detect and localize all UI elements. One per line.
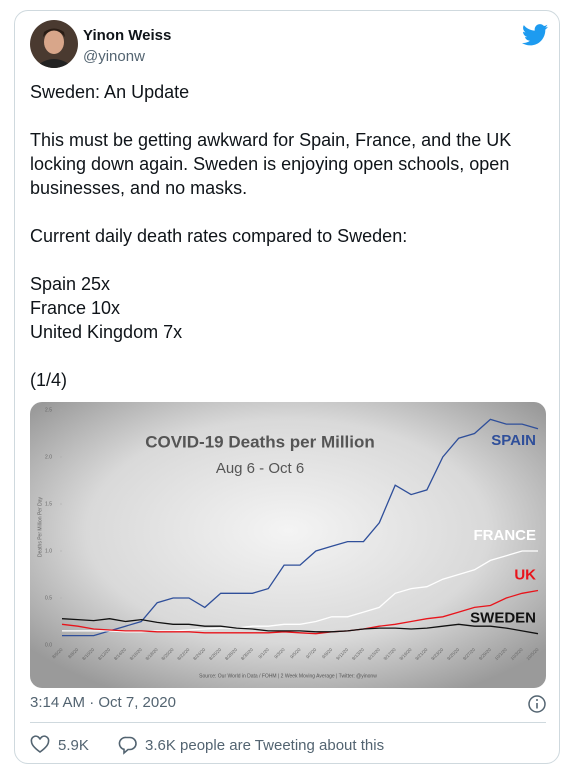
y-tick-label: 0.0 [45,642,52,648]
like-count[interactable]: 5.9K [58,737,89,754]
series-line [61,618,539,635]
y-tick-label: 1.5 [45,501,52,507]
timestamp[interactable]: 3:14 AM · Oct 7, 2020 [30,694,176,711]
text-line: Current daily death rates compared to Sw… [30,226,408,246]
chart-subtitle: Aug 6 - Oct 6 [216,460,304,477]
text-block: Sweden: An Update [30,80,550,104]
y-tick-label: 1.0 [45,548,52,554]
series-label: SWEDEN [470,610,536,627]
y-tick-label: 2.0 [45,454,52,460]
text-line: France 10x [30,298,121,318]
chart-image[interactable]: COVID-19 Deaths per Million Aug 6 - Oct … [30,402,546,688]
tweet-text: Sweden: An Update This must be getting aw… [30,80,550,416]
y-axis-label: Deaths Per Million Per Day [37,496,43,557]
text-block: (1/4) [30,368,550,392]
like-icon[interactable] [30,735,50,755]
text-line: This must be getting awkward for Spain, … [30,130,512,198]
series-line [62,550,538,633]
series-line [62,418,539,637]
series-label: UK [514,566,536,583]
author-name[interactable]: Yinon Weiss [83,27,172,44]
series-label: SPAIN [491,432,536,449]
chart-title: COVID-19 Deaths per Million [145,432,375,451]
divider [30,722,546,723]
chart-background [30,402,546,688]
y-tick-label: 0.5 [45,595,52,601]
author-handle[interactable]: @yinonw [83,48,145,65]
tweet-card [14,10,560,764]
info-icon[interactable] [527,694,547,714]
text-block: This must be getting awkward for Spain, … [30,128,550,200]
avatar[interactable] [30,20,78,68]
text-block: Spain 25x France 10x United Kingdom 7x [30,272,550,344]
conversation-link[interactable]: 3.6K people are Tweeting about this [145,737,385,754]
twitter-logo[interactable] [522,24,548,46]
text-block: Current daily death rates compared to Sw… [30,224,550,248]
series-label: FRANCE [474,527,537,544]
chart-source: Source: Our World in Data / FOHM | 2 Wee… [199,673,377,679]
text-line: United Kingdom 7x [30,322,183,342]
y-tick-label: 2.5 [45,407,52,413]
reply-icon[interactable] [118,735,138,755]
text-line: (1/4) [30,370,68,390]
text-line: Spain 25x [30,274,111,294]
text-line: Sweden: An Update [30,82,190,102]
series-line [61,589,539,635]
